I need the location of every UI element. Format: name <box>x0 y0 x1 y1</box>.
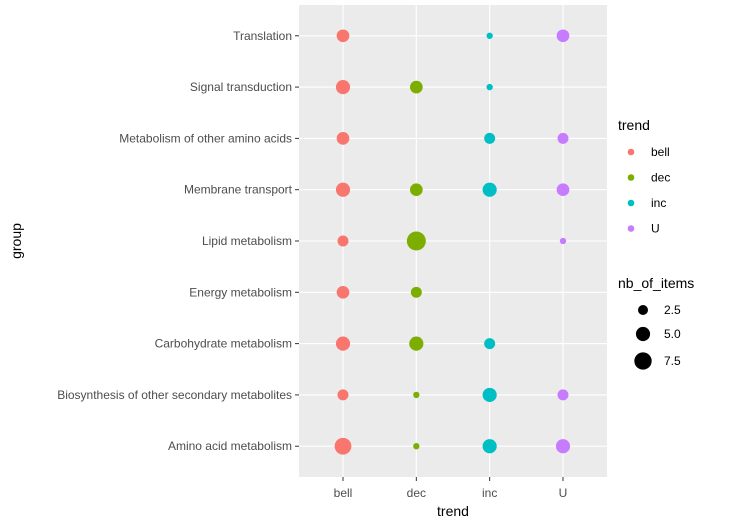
size-legend-label: 2.5 <box>664 303 681 317</box>
data-point-u <box>557 389 569 401</box>
size-legend-key <box>634 352 652 370</box>
data-point-dec <box>410 183 423 197</box>
data-point-inc <box>482 182 497 197</box>
size-legend-key <box>635 326 651 342</box>
data-point-inc <box>486 83 493 91</box>
color-legend-title: trend <box>618 117 650 133</box>
x-axis-ticks: bell dec inc U <box>334 477 568 500</box>
data-point-bell <box>334 437 352 455</box>
y-tick-label: Signal transduction <box>190 80 292 94</box>
data-point-bell <box>335 336 351 351</box>
x-tick-label: dec <box>407 486 426 500</box>
data-point-bell <box>337 235 349 247</box>
data-point-inc <box>486 32 493 39</box>
legend-label: bell <box>651 145 670 159</box>
y-tick-label: Amino acid metabolism <box>168 439 292 453</box>
data-point-dec <box>406 231 426 251</box>
data-point-bell <box>336 285 350 299</box>
data-point-dec <box>410 80 423 94</box>
data-point-dec <box>409 336 424 351</box>
data-point-dec <box>410 286 422 298</box>
data-point-bell <box>335 182 351 197</box>
size-legend-label: 7.5 <box>664 354 681 368</box>
data-point-inc <box>484 132 496 144</box>
y-tick-label: Lipid metabolism <box>202 234 292 248</box>
size-legend: nb_of_items 2.5 5.0 7.5 <box>618 275 694 370</box>
data-point-bell <box>336 132 350 145</box>
legend-key-u <box>627 225 635 232</box>
size-legend-key <box>637 304 649 316</box>
legend-label: inc <box>651 196 666 210</box>
legend-key-inc <box>627 199 635 207</box>
data-point-bell <box>336 29 350 43</box>
data-point-u <box>559 237 567 245</box>
y-tick-label: Membrane transport <box>184 183 293 197</box>
x-tick-label: U <box>559 486 568 500</box>
y-tick-label: Metabolism of other amino acids <box>119 131 292 145</box>
x-tick-label: inc <box>482 486 497 500</box>
y-tick-label: Energy metabolism <box>189 285 292 299</box>
legend-label: U <box>651 222 660 236</box>
data-point-u <box>556 183 570 197</box>
y-axis-ticks: Amino acid metabolism Biosynthesis of oth… <box>57 29 299 453</box>
data-point-u <box>557 132 569 144</box>
data-point-inc <box>482 439 497 454</box>
data-point-inc <box>482 387 497 402</box>
y-axis-title: group <box>8 223 24 259</box>
data-point-inc <box>484 338 496 350</box>
legend-key-bell <box>627 148 635 156</box>
color-legend: trend bell dec inc U <box>618 117 670 236</box>
y-tick-label: Carbohydrate metabolism <box>155 337 292 351</box>
legend-key-dec <box>627 174 635 181</box>
data-point-u <box>555 439 571 454</box>
y-tick-label: Biosynthesis of other secondary metaboli… <box>57 388 292 402</box>
data-point-dec <box>413 391 420 399</box>
size-legend-label: 5.0 <box>664 327 681 341</box>
x-axis-title: trend <box>437 503 469 519</box>
legend-label: dec <box>651 171 670 185</box>
data-point-bell <box>337 389 349 401</box>
size-legend-title: nb_of_items <box>618 275 694 291</box>
data-point-bell <box>335 80 351 95</box>
y-tick-label: Translation <box>233 29 292 43</box>
data-point-dec <box>413 443 420 450</box>
x-tick-label: bell <box>334 486 353 500</box>
data-point-u <box>556 29 570 43</box>
data-points <box>334 29 571 455</box>
